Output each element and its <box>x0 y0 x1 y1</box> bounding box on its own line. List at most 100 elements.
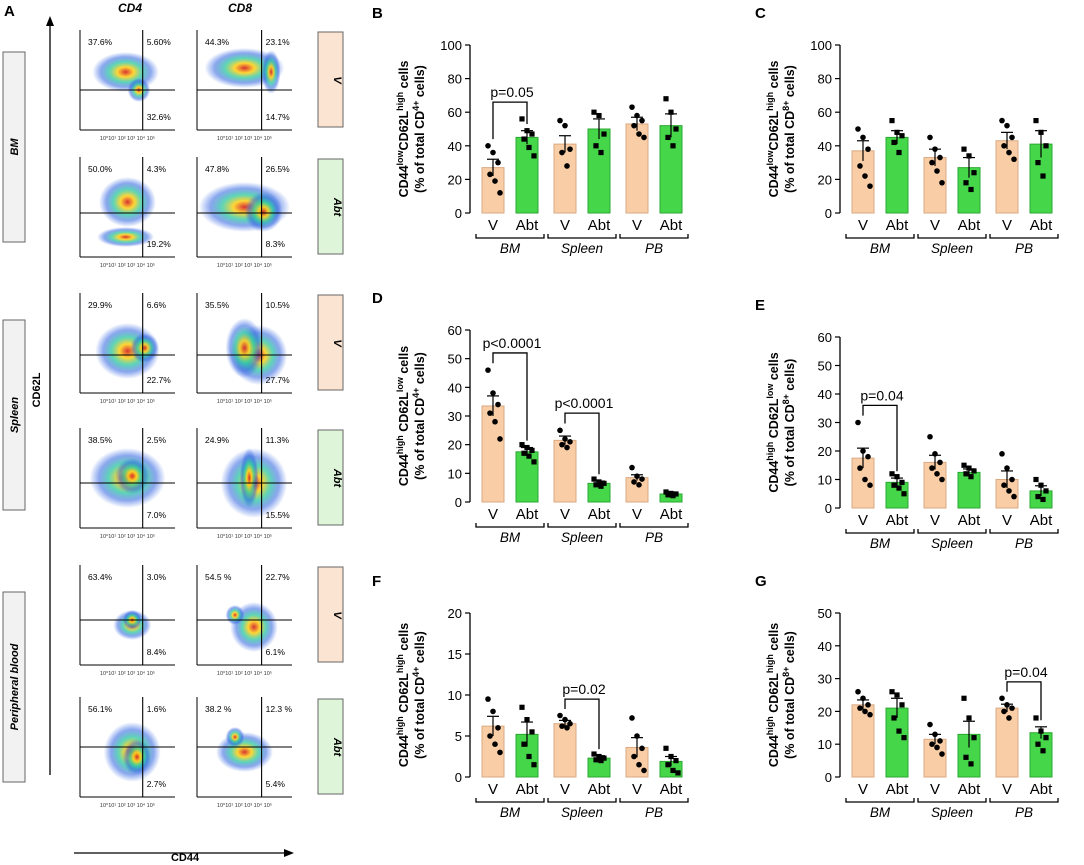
data-point-circle <box>927 134 933 141</box>
y-axis-label-line-1: CD44lowCD62Lhigh cells <box>765 61 781 198</box>
data-point-square <box>531 762 537 768</box>
p-value-label: p=0.02 <box>562 681 605 697</box>
treatment-label-6: Abt <box>331 737 343 758</box>
data-point-square <box>891 715 897 721</box>
data-point-square <box>896 485 902 491</box>
data-point-circle <box>634 733 640 739</box>
data-point-square <box>1040 173 1046 179</box>
y-axis-label-line-2: (% of total CD8+ cells) <box>781 65 797 193</box>
group-bracket <box>989 529 1059 534</box>
y-tick-label: 20 <box>448 438 462 453</box>
data-point-square <box>598 483 604 489</box>
facs-x-tick-labels: 10⁰10¹ 10² 10³ 10⁴ 10⁵ <box>100 670 155 677</box>
data-point-circle <box>487 733 493 739</box>
data-point-square <box>1038 129 1044 135</box>
data-point-circle <box>629 464 635 471</box>
quadrant-label-lower-right: 15.5% <box>266 510 291 520</box>
data-point-circle <box>636 761 642 768</box>
data-point-circle <box>492 418 498 425</box>
y-tick-label: 50 <box>818 359 832 374</box>
y-label-part: cells <box>397 346 411 377</box>
y-tick-label: 80 <box>818 72 832 87</box>
group-bracket <box>619 523 689 528</box>
bar-spleen-v <box>553 723 577 778</box>
x-bar-label-abt: Abt <box>1030 781 1053 798</box>
quadrant-label-lower-right: 7.0% <box>147 510 167 520</box>
data-point-square <box>601 755 607 761</box>
y-label-part: CD44 <box>767 165 781 197</box>
data-point-square <box>901 491 907 497</box>
data-point-circle <box>999 451 1005 457</box>
data-point-circle <box>927 433 933 440</box>
y-tick-label: 0 <box>455 206 462 221</box>
data-point-circle <box>867 711 873 718</box>
data-point-square <box>971 170 977 176</box>
data-point-square <box>665 762 671 768</box>
data-point-square <box>596 479 602 485</box>
treatment-label-3: V <box>331 339 343 348</box>
data-point-circle <box>631 122 637 129</box>
quadrant-label-lower-right: 14.7% <box>266 112 291 122</box>
data-point-circle <box>562 122 568 129</box>
p-value-label: p<0.0001 <box>555 395 614 411</box>
x-bar-label-v: V <box>1002 512 1012 529</box>
facs-plot-cd8-row-6: 38.2 % 12.3 % 5.4% 10⁰10¹ 10² 10³ 10⁴ 10⁵ <box>196 697 293 809</box>
y-tick-label: 60 <box>818 105 832 120</box>
facs-plot-cd4-row-3: 29.9% 6.6% 22.7% 10⁰10¹ 10² 10³ 10⁴ 10⁵ <box>79 293 175 405</box>
data-point-square <box>593 757 599 763</box>
x-bar-label-abt: Abt <box>588 781 611 798</box>
data-point-circle <box>927 721 933 728</box>
data-point-circle <box>487 171 493 178</box>
data-point-circle <box>485 367 491 373</box>
quadrant-label-upper-right: 5.60% <box>147 37 172 47</box>
data-point-circle <box>641 767 647 774</box>
y-label-part: CD44 <box>397 735 411 767</box>
quadrant-label-lower-right: 8.3% <box>266 239 286 249</box>
x-bar-label-abt: Abt <box>886 217 909 234</box>
facs-x-tick-labels: 10⁰10¹ 10² 10³ 10⁴ 10⁵ <box>217 670 272 677</box>
quadrant-label-lower-right: 2.7% <box>147 779 167 789</box>
data-point-square <box>899 133 905 139</box>
data-point-square <box>1043 488 1049 494</box>
data-point-square <box>598 758 604 764</box>
x-bar-label-abt: Abt <box>660 217 683 234</box>
y-tick-label: 60 <box>818 330 832 345</box>
data-point-square <box>966 153 972 159</box>
y-tick-label: 30 <box>448 409 462 424</box>
group-bracket <box>845 234 915 239</box>
x-bar-label-abt: Abt <box>660 506 683 523</box>
facs-x-tick-labels: 10⁰10¹ 10² 10³ 10⁴ 10⁵ <box>100 533 155 540</box>
data-point-square <box>596 753 602 760</box>
treatment-box-1 <box>317 31 344 128</box>
significance-bracket <box>564 412 600 475</box>
facs-plot-cd4-row-6: 56.1% 1.6% 2.7% 10⁰10¹ 10² 10³ 10⁴ 10⁵ <box>79 697 175 809</box>
bar-spleen-v <box>923 738 947 778</box>
y-label-part: cells) <box>413 65 427 100</box>
facs-x-tick-labels: 10⁰10¹ 10² 10³ 10⁴ 10⁵ <box>100 135 155 142</box>
data-point-circle <box>929 159 935 166</box>
data-point-circle <box>1009 476 1015 483</box>
x-axis-label-cd44: CD44 <box>171 852 200 864</box>
x-bar-label-v: V <box>488 217 498 234</box>
x-bar-label-v: V <box>560 217 570 234</box>
data-point-circle <box>1004 465 1010 471</box>
group-bracket <box>547 234 617 239</box>
group-bracket <box>845 798 915 803</box>
data-point-circle <box>495 401 501 408</box>
y-label-sup: 4+ <box>411 388 421 398</box>
data-point-circle <box>557 712 563 719</box>
group-label-spleen: Spleen <box>561 241 603 256</box>
y-tick-label: 40 <box>818 639 832 654</box>
quadrant-label-upper-left: 50.0% <box>88 164 113 174</box>
treatment-box-4 <box>317 429 344 526</box>
data-point-circle <box>999 695 1005 702</box>
density-blob <box>115 458 150 494</box>
quadrant-label-upper-right: 6.6% <box>147 300 167 310</box>
panel-letter-d: D <box>372 290 383 307</box>
data-point-square <box>665 492 671 498</box>
group-label-pb: PB <box>645 805 663 820</box>
data-point-square <box>675 770 681 776</box>
data-point-circle <box>857 163 863 169</box>
data-point-circle <box>487 410 493 416</box>
